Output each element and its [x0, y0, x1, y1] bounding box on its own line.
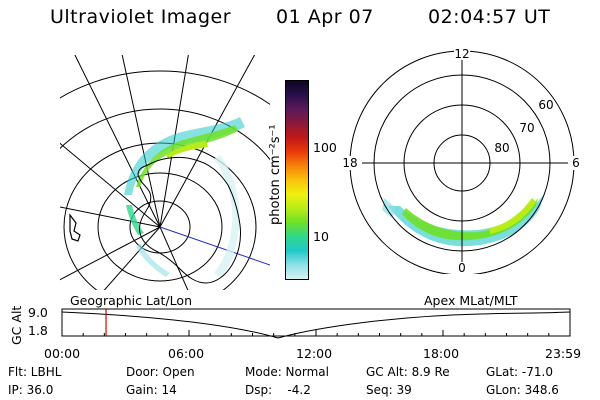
mode-value: Mode: Normal — [245, 365, 329, 379]
time-tick-label: 06:00 — [168, 346, 205, 361]
colorbar-unit-label: photon cm⁻²s⁻¹ — [268, 124, 283, 225]
coastline-fragment — [69, 213, 81, 242]
time-ticks — [61, 330, 571, 336]
mlt-label-0: 0 — [458, 261, 466, 274]
meridian-line — [103, 226, 161, 290]
glon-value: GLon: 348.6 — [486, 383, 559, 397]
colorbar-tick-label: 100 — [313, 140, 337, 155]
meridian-line — [60, 142, 161, 228]
meridian-line — [159, 226, 189, 290]
colorbar — [285, 80, 309, 280]
continent-outline — [137, 156, 241, 284]
latitude-circle — [97, 172, 223, 282]
time-tick-label: 23:59 — [545, 346, 582, 361]
meridian-line — [74, 55, 161, 228]
geographic-map — [60, 55, 270, 290]
time-tick-label: 00:00 — [44, 346, 81, 361]
time-tick-label: 18:00 — [423, 346, 460, 361]
gc-alt-value: GC Alt: 8.9 Re — [366, 365, 450, 379]
meridian-line — [121, 55, 161, 228]
lat-label-80: 80 — [494, 141, 509, 155]
mlt-label-6: 6 — [572, 156, 580, 170]
timeline-ytick: 9.0 — [28, 305, 48, 320]
time-tick-label: 12:00 — [296, 346, 333, 361]
lat-label-70: 70 — [519, 121, 534, 135]
latitude-circle — [60, 70, 270, 105]
left-caption: Geographic Lat/Lon — [70, 293, 192, 308]
filter-value: Flt: LBHL — [8, 365, 62, 379]
header-time: 02:04:57 UT — [428, 6, 551, 28]
latitude-circle — [60, 108, 270, 161]
door-value: Door: Open — [126, 365, 195, 379]
lat-label-60: 60 — [538, 98, 553, 112]
meridian-line — [60, 206, 161, 228]
seq-value: Seq: 39 — [366, 383, 412, 397]
header-date: 01 Apr 07 — [276, 6, 374, 28]
right-caption: Apex MLat/MLT — [424, 293, 518, 308]
mlt-label-12: 12 — [454, 48, 469, 61]
app-title: Ultraviolet Imager — [50, 6, 232, 28]
gain-value: Gain: 14 — [126, 383, 177, 397]
polar-plot: 12 18 6 0 60 70 80 — [340, 48, 582, 274]
altitude-curve — [61, 311, 571, 339]
glat-value: GLat: -71.0 — [486, 365, 553, 379]
altitude-timeline — [61, 308, 571, 339]
dsp-value: Dsp: -4.2 — [245, 383, 311, 397]
ip-value: IP: 36.0 — [8, 383, 54, 397]
aurora-emission — [124, 117, 245, 277]
colorbar-tick-label: 10 — [313, 229, 329, 244]
timeline-ytick: 1.8 — [28, 323, 48, 338]
mlt-label-18: 18 — [342, 156, 357, 170]
aurora-oval — [382, 194, 544, 247]
timeline-ylabel: GC Alt — [9, 305, 24, 345]
terminator-line — [159, 226, 270, 266]
